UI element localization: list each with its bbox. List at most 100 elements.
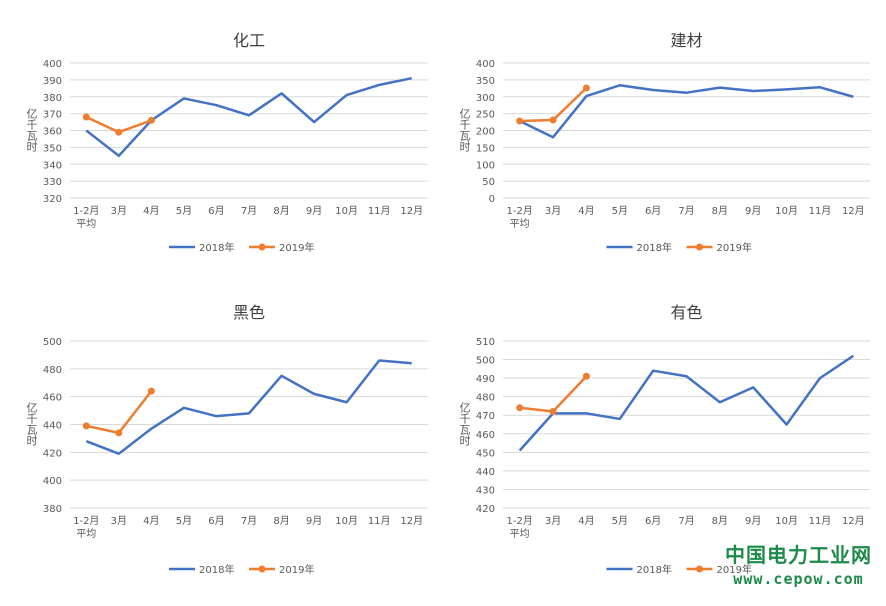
chart-title: 建材	[670, 31, 702, 50]
legend-label: 2019年	[279, 563, 314, 576]
data-point	[582, 372, 590, 380]
y-axis-label-char: 亿	[27, 108, 38, 121]
x-tick-label: 8月	[273, 205, 289, 217]
x-tick-label: 11月	[809, 205, 832, 217]
y-tick-label: 320	[43, 194, 62, 205]
y-tick-label: 440	[476, 467, 495, 478]
y-tick-label: 490	[476, 374, 495, 385]
x-tick-label: 3月	[111, 515, 127, 527]
y-axis-label-char: 千	[460, 119, 471, 132]
x-tick-label: 9月	[745, 205, 761, 217]
y-axis-label-char: 亿	[460, 402, 471, 415]
y-tick-label: 370	[43, 110, 62, 121]
y-tick-label: 340	[43, 160, 62, 171]
y-axis-label-char: 亿	[27, 402, 38, 415]
x-tick-label: 5月	[176, 205, 192, 217]
legend-label: 2019年	[717, 563, 752, 576]
y-axis-label-char: 千	[27, 119, 38, 132]
y-tick-label: 380	[43, 93, 62, 104]
y-tick-label: 400	[476, 59, 495, 70]
y-tick-label: 200	[476, 127, 495, 138]
data-point	[147, 387, 155, 395]
x-tick-label: 4月	[143, 205, 159, 217]
y-axis-label-char: 时	[460, 435, 471, 448]
y-axis-label-char: 时	[460, 141, 471, 154]
series-line	[519, 84, 854, 139]
y-axis-label-char: 瓦	[27, 130, 38, 143]
y-tick-label: 480	[43, 365, 62, 376]
legend-label: 2019年	[279, 241, 314, 254]
y-tick-label: 420	[43, 448, 62, 459]
x-tick-label: 10月	[775, 515, 798, 527]
x-tick-label: 9月	[306, 515, 322, 527]
y-tick-label: 420	[476, 504, 495, 515]
series-line	[519, 375, 588, 413]
y-tick-label: 380	[43, 504, 62, 515]
y-axis-label-char: 亿	[460, 108, 471, 121]
x-tick-label: 5月	[612, 515, 628, 527]
series-line	[85, 76, 412, 158]
legend-marker	[258, 243, 266, 251]
watermark-cn: 中国电力工业网	[725, 543, 872, 567]
y-tick-label: 350	[43, 143, 62, 154]
y-tick-label: 400	[43, 476, 62, 487]
chart-title: 化工	[233, 31, 265, 50]
data-point	[82, 422, 90, 430]
y-tick-label: 450	[476, 448, 495, 459]
x-tick-label: 6月	[208, 515, 224, 527]
y-tick-label: 300	[476, 93, 495, 104]
x-tick-label: 8月	[273, 515, 289, 527]
x-tick-label: 12月	[842, 205, 865, 217]
series-line	[85, 359, 412, 455]
y-tick-label: 400	[43, 59, 62, 70]
x-tick-label: 11月	[368, 515, 391, 527]
data-point	[516, 117, 524, 125]
legend-marker	[258, 565, 266, 573]
x-tick-label: 6月	[208, 205, 224, 217]
x-tick-label: 1-2月	[507, 515, 533, 527]
x-tick-label: 10月	[335, 515, 358, 527]
legend-label: 2018年	[637, 241, 672, 254]
data-point	[115, 429, 123, 437]
y-tick-label: 50	[482, 177, 495, 188]
x-tick-label: 1-2月	[73, 515, 99, 527]
x-tick-label: 6月	[645, 205, 661, 217]
data-point	[115, 128, 123, 136]
data-point	[549, 408, 557, 416]
watermark: 中国电力工业网 www.cepow.com	[725, 539, 872, 588]
y-tick-label: 350	[476, 76, 495, 87]
y-tick-label: 470	[476, 411, 495, 422]
x-tick-label: 7月	[241, 205, 257, 217]
chart-title: 有色	[670, 303, 702, 322]
x-tick-label: 10月	[775, 205, 798, 217]
x-tick-label: 1-2月	[73, 205, 99, 217]
y-tick-label: 460	[476, 430, 495, 441]
data-point	[549, 116, 557, 124]
x-tick-label: 10月	[335, 205, 358, 217]
series-line	[86, 390, 153, 435]
x-tick-label: 5月	[612, 205, 628, 217]
y-axis-label-char: 时	[27, 141, 38, 154]
x-tick-label: 7月	[678, 205, 694, 217]
x-tick-label: 12月	[400, 515, 423, 527]
y-tick-label: 100	[476, 160, 495, 171]
x-tick-label: 平均	[76, 218, 96, 230]
y-tick-label: 440	[43, 421, 62, 432]
watermark-en: www.cepow.com	[733, 570, 864, 588]
x-tick-label: 4月	[578, 205, 594, 217]
legend-label: 2018年	[199, 563, 234, 576]
x-tick-label: 8月	[712, 205, 728, 217]
x-tick-label: 11月	[809, 515, 832, 527]
y-tick-label: 510	[476, 337, 495, 348]
legend-marker	[696, 565, 703, 573]
x-tick-label: 1-2月	[507, 205, 533, 217]
x-tick-label: 平均	[76, 528, 96, 540]
x-tick-label: 7月	[241, 515, 257, 527]
x-tick-label: 平均	[510, 528, 530, 540]
x-tick-label: 7月	[678, 515, 694, 527]
y-tick-label: 150	[476, 143, 495, 154]
y-axis-label-char: 瓦	[27, 424, 38, 437]
chart-title: 黑色	[233, 303, 265, 322]
y-tick-label: 250	[476, 110, 495, 121]
x-tick-label: 3月	[545, 205, 561, 217]
